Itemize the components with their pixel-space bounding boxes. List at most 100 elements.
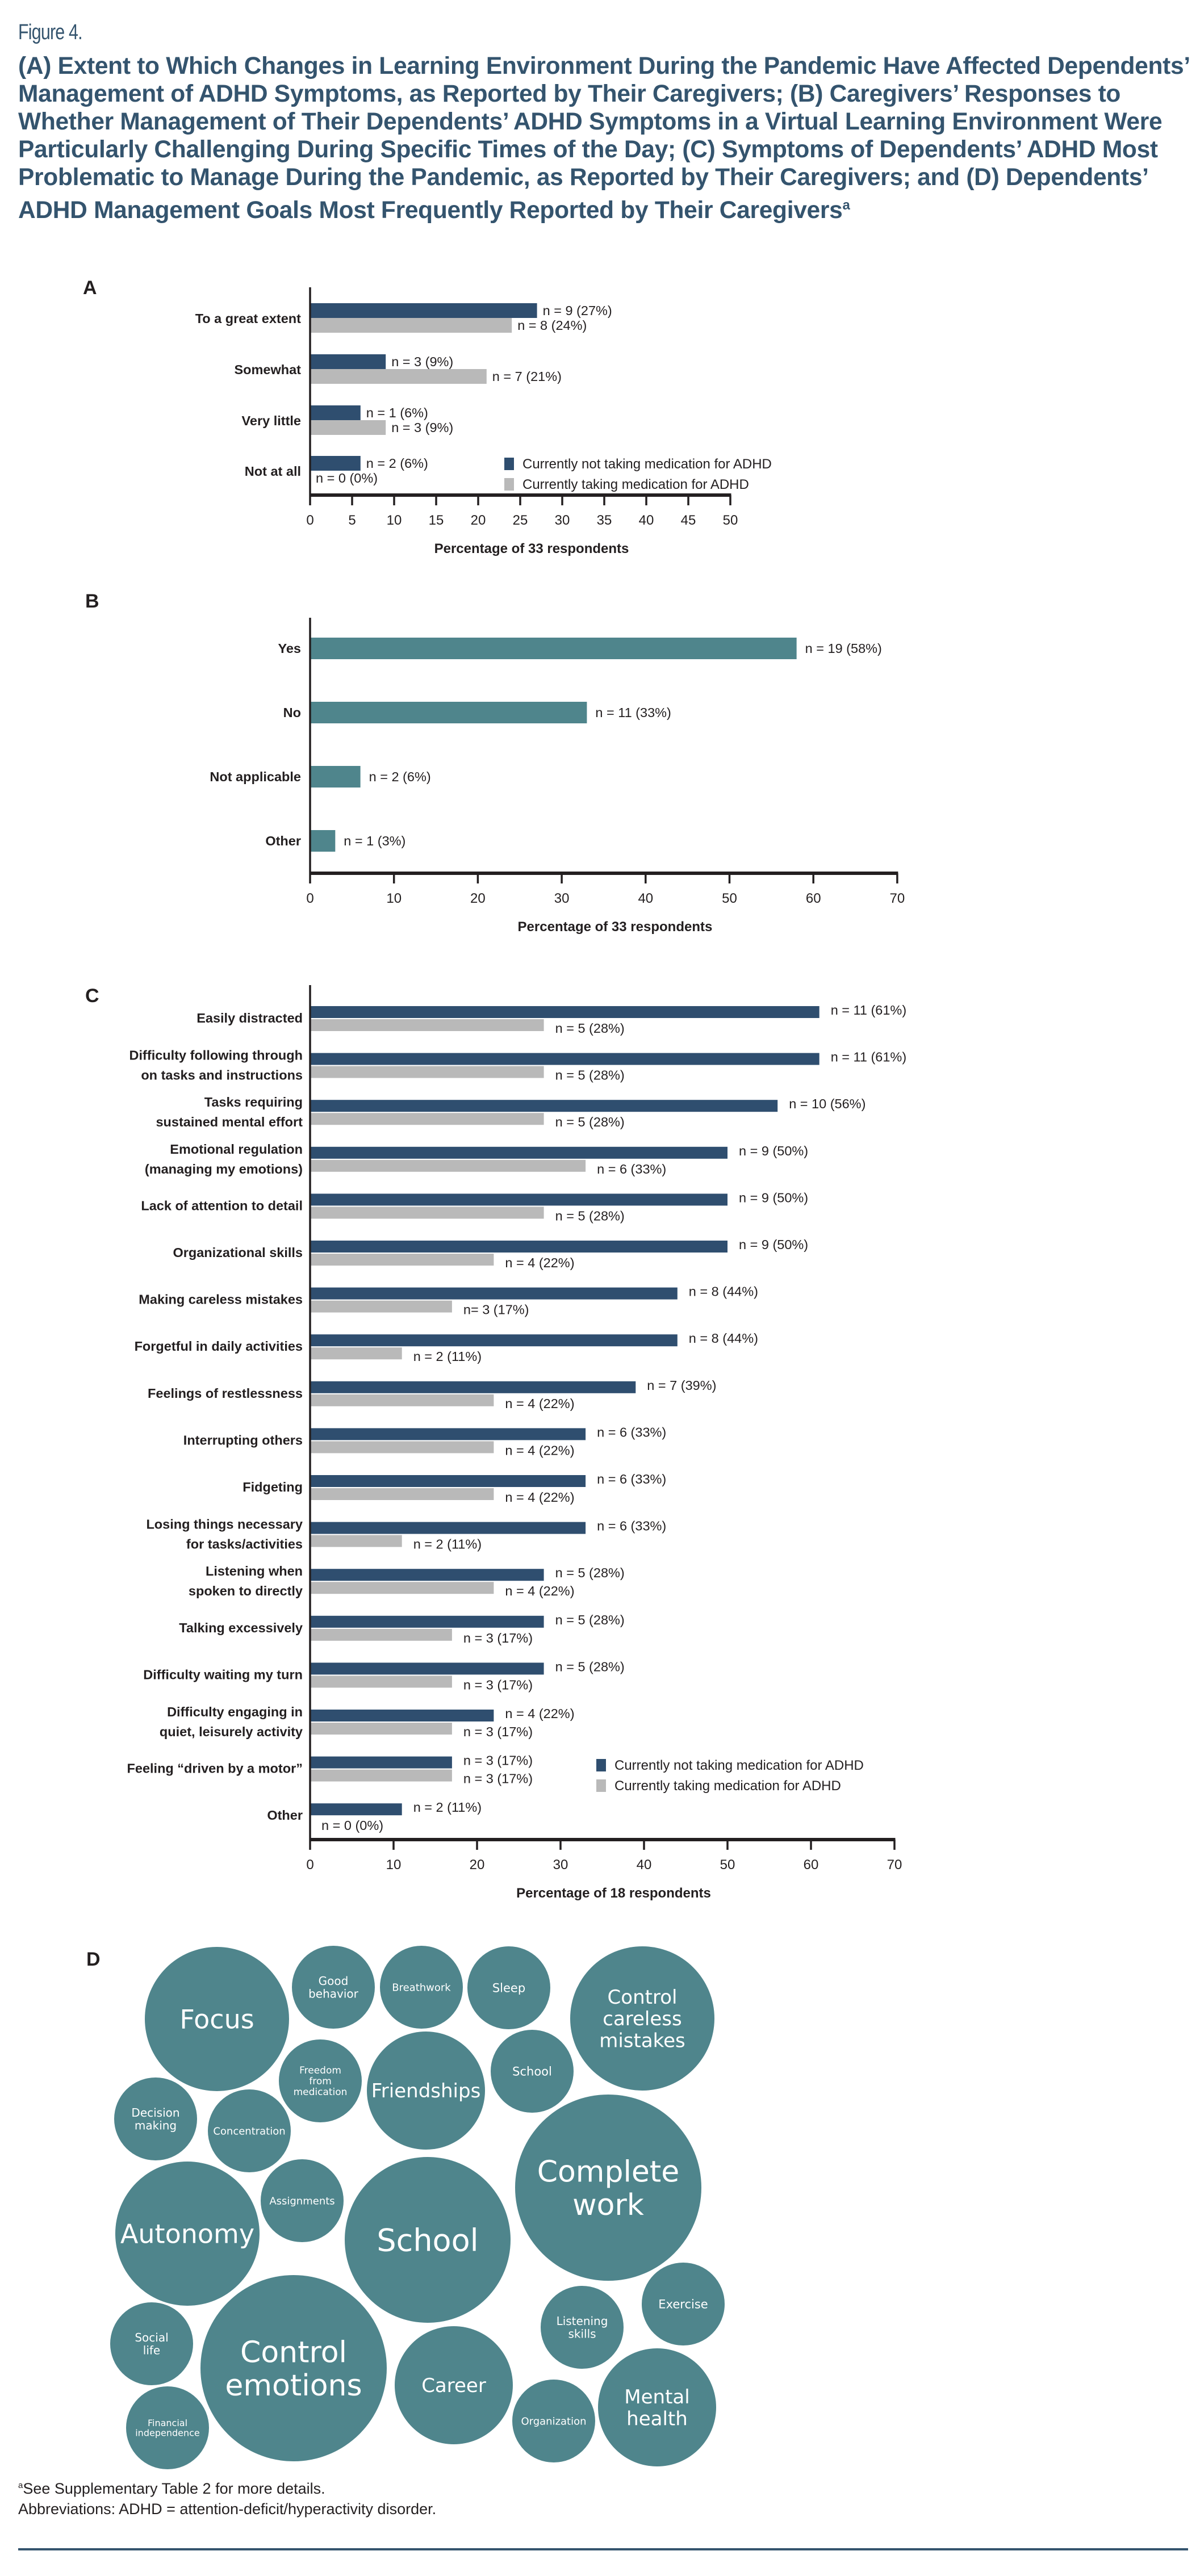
bubble-label: School [377, 2222, 478, 2258]
panel-c-value-label: n = 4 (22%) [505, 1584, 574, 1598]
panel-c-bar-not-taking [310, 1710, 494, 1721]
panel-c-category-label: Difficulty waiting my turn [143, 1667, 303, 1682]
panel-b-x-tick-label: 40 [638, 891, 653, 906]
panel-a-bar-taking [310, 369, 487, 384]
panel-b-x-axis-title: Percentage of 33 respondents [518, 919, 713, 935]
panel-c-x-tick-label: 10 [386, 1857, 402, 1873]
bubble: Organization [512, 2380, 595, 2462]
panel-c-bar-taking [310, 1535, 402, 1547]
panel-c-value-label: n = 4 (22%) [505, 1706, 574, 1721]
panel-b-x-tick-label: 20 [470, 891, 486, 906]
panel-c-value-label: n = 4 (22%) [505, 1255, 574, 1270]
panel-a-value-label: n = 9 (27%) [543, 303, 612, 318]
panel-c-legend-swatch-not-taking [596, 1759, 606, 1771]
bubble-circle [367, 2032, 485, 2150]
panel-c-bar-not-taking [310, 1241, 727, 1253]
footnotes: aSee Supplementary Table 2 for more deta… [18, 2476, 436, 2519]
panel-c-value-label: n = 2 (11%) [413, 1800, 482, 1815]
panel-c-category-label: (managing my emotions) [145, 1162, 303, 1176]
bubble: Assignments [261, 2159, 344, 2242]
panel-c-bar-not-taking [310, 1193, 727, 1206]
panel-c-bar-taking [310, 1441, 494, 1454]
panel-b-bar [310, 702, 587, 723]
panel-c-bar-not-taking [310, 1803, 402, 1816]
panel-a-legend-label-not-taking: Currently not taking medication for ADHD [522, 456, 772, 472]
panel-c-bar-not-taking [310, 1381, 636, 1393]
panel-c-bar-not-taking [310, 1100, 778, 1112]
panel-c-legend-label-taking: Currently taking medication for ADHD [614, 1778, 841, 1794]
bubble-circle [598, 2348, 716, 2466]
bubble-circle [114, 2077, 197, 2160]
panel-b-x-tick-label: 0 [306, 891, 313, 906]
bubble-label: careless [603, 2008, 681, 2030]
bubble-label: mistakes [599, 2029, 685, 2052]
panel-b-category-label: No [283, 705, 301, 720]
bubble: Exercise [642, 2263, 725, 2345]
bubble: Sleep [467, 1946, 550, 2029]
panel-a-legend-swatch-taking [504, 478, 514, 491]
panel-a-chart: A To a great extent n = 9 (27%)n = 8 (24%)… [83, 277, 772, 556]
panel-a-legend-label-taking: Currently taking medication for ADHD [522, 477, 749, 492]
figure-title-text: (A) Extent to Which Changes in Learning … [18, 53, 1189, 224]
bubble-label: Assignments [269, 2195, 335, 2207]
panel-c-bar-taking [310, 1723, 452, 1735]
bubble-label: Good [319, 1974, 349, 1988]
panel-a-x-axis-title: Percentage of 33 respondents [434, 541, 629, 556]
panel-c-bar-taking [310, 1019, 544, 1031]
bubble-circle [345, 2157, 511, 2323]
bubble-circle [200, 2275, 387, 2461]
panel-c-x-tick-label: 0 [306, 1857, 313, 1873]
panel-b-category-label: Yes [278, 641, 301, 656]
panel-c-value-label: n = 2 (11%) [413, 1349, 482, 1364]
panel-c-bar-not-taking [310, 1334, 678, 1347]
bubble-label: behavior [308, 1987, 359, 2000]
panel-c-value-label: n = 3 (17%) [463, 1771, 533, 1786]
panel-c-bar-taking [310, 1207, 544, 1219]
panel-c-category-label: Other [267, 1808, 303, 1823]
panel-c-value-label: n = 6 (33%) [597, 1162, 666, 1176]
bubble-circle [491, 2030, 574, 2113]
bubble-label: health [626, 2407, 688, 2430]
panel-c-bar-not-taking [310, 1569, 544, 1581]
panel-c-value-label: n = 5 (28%) [555, 1612, 625, 1627]
panel-c-value-label: n = 6 (33%) [597, 1425, 666, 1439]
bubble: School [491, 2030, 574, 2113]
panel-c-value-label: n = 9 (50%) [739, 1144, 808, 1158]
panel-b-x-tick-label: 60 [806, 891, 821, 906]
panel-c-value-label: n = 3 (17%) [463, 1677, 533, 1692]
bubble-circle [515, 2095, 701, 2281]
panel-b-category-label: Other [265, 833, 301, 848]
panel-a-x-tick-label: 10 [387, 513, 402, 528]
bubble: Career [395, 2326, 513, 2444]
panel-c-bar-not-taking [310, 1756, 452, 1769]
panel-c-value-label: n = 6 (33%) [597, 1472, 666, 1486]
panel-b-x-tick-label: 10 [386, 891, 402, 906]
panel-a-x-tick-label: 25 [513, 513, 528, 528]
bubble-label: emotions [225, 2369, 362, 2403]
panel-b-category-label: Not applicable [210, 769, 301, 784]
panel-c-bar-taking [310, 1347, 402, 1360]
panel-a-bar-not-taking [310, 303, 537, 318]
panel-c-category-label: Listening when [206, 1564, 303, 1578]
panel-a-x-tick-label: 5 [348, 513, 356, 528]
panel-c-x-axis-title: Percentage of 18 respondents [516, 1886, 711, 1901]
panel-c-value-label: n = 4 (22%) [505, 1443, 574, 1457]
panel-c-value-label: n = 5 (28%) [555, 1208, 625, 1223]
bubble-label: Autonomy [120, 2219, 254, 2250]
panel-d-letter: D [86, 1949, 101, 1970]
bubble-circle [208, 2089, 291, 2172]
footnote-note-text: See Supplementary Table 2 for more detai… [23, 2480, 325, 2497]
panel-c-bar-not-taking [310, 1522, 586, 1534]
panel-c-bar-not-taking [310, 1662, 544, 1675]
bubble-label: School [512, 2065, 552, 2079]
panel-c-value-label: n = 3 (17%) [463, 1753, 533, 1768]
panel-b-x-tick-label: 30 [554, 891, 570, 906]
figure-title: (A) Extent to Which Changes in Learning … [18, 52, 1199, 224]
bubble-label: Financial [148, 2418, 187, 2428]
bubble-circle [115, 2162, 260, 2306]
panel-b-bar [310, 766, 361, 788]
